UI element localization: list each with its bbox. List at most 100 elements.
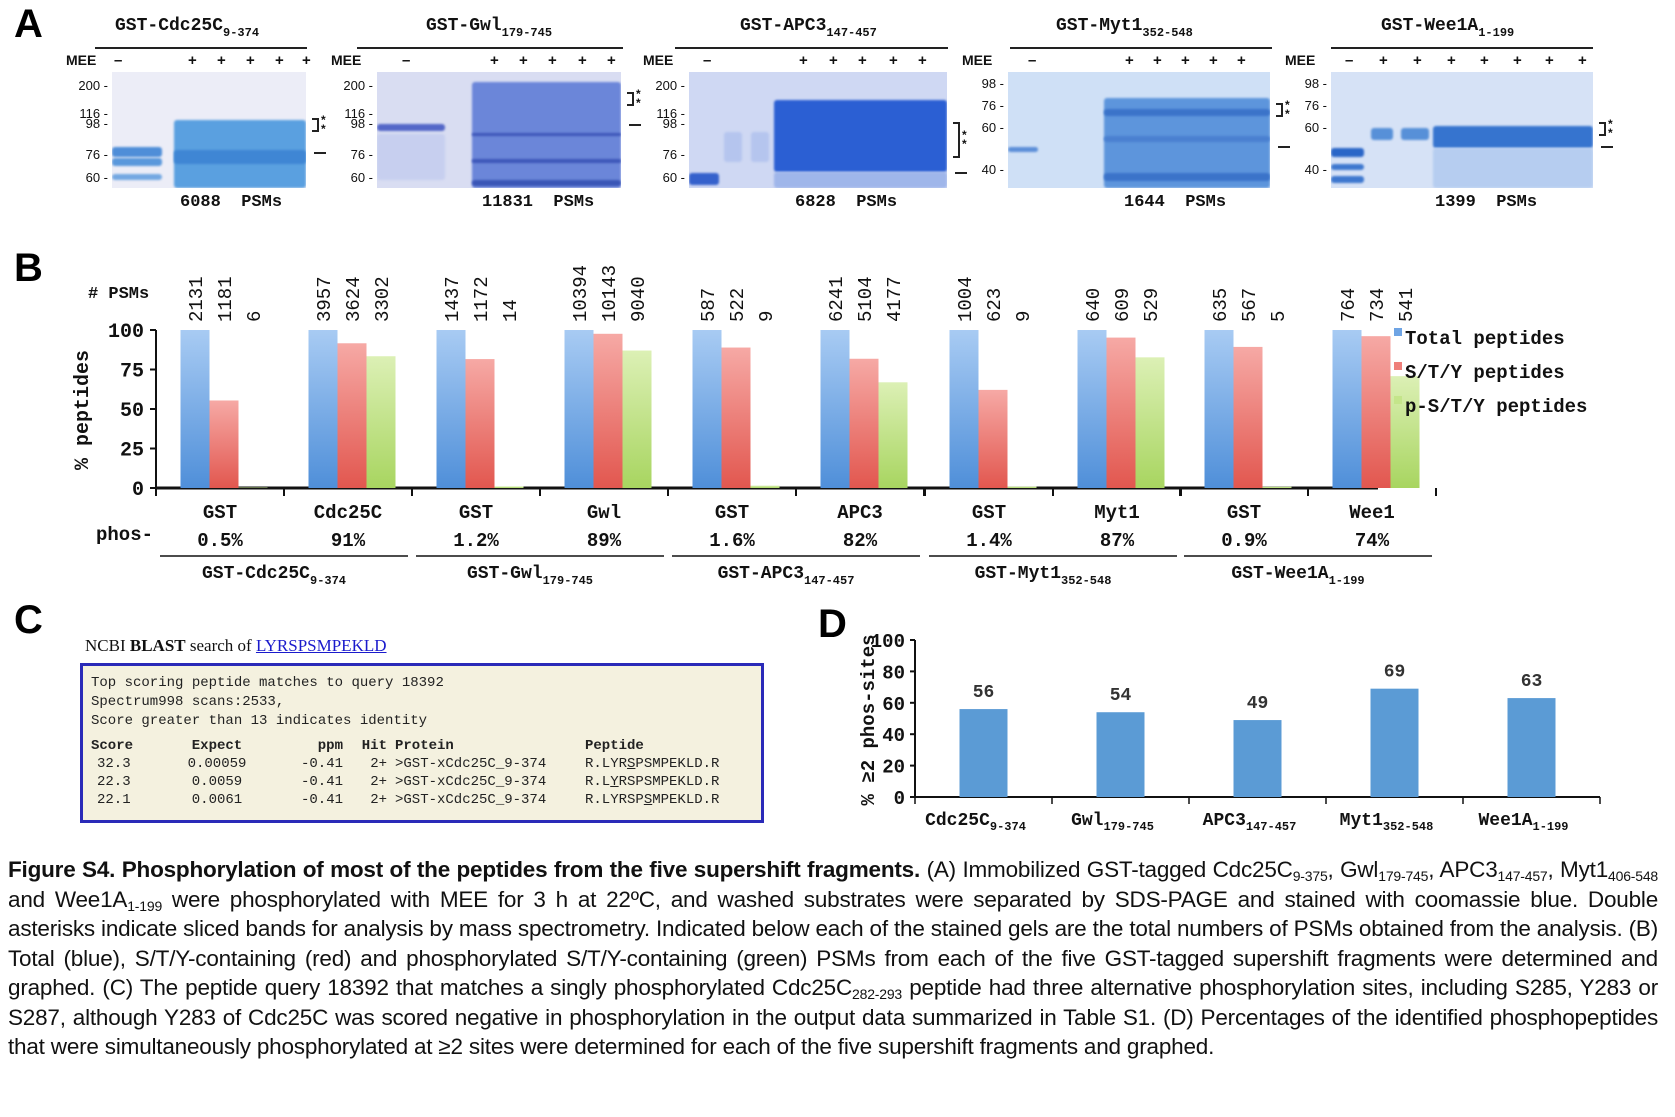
gel-title-range: 179-745 — [501, 26, 553, 40]
mw-marker-label: 40 - — [981, 162, 1004, 177]
panel-c-label: C — [14, 598, 43, 642]
bar-total — [1077, 330, 1107, 488]
lane-plus-mee: + — [246, 52, 255, 69]
gel-title-rule — [1010, 47, 1272, 49]
panel-a-label: A — [14, 2, 43, 46]
gel-band — [1104, 173, 1270, 181]
blast-header-mid: search of — [185, 636, 256, 655]
blast-info-line: Top scoring peptide matches to query 183… — [91, 675, 444, 691]
cell-peptide: R.LYRSPSMPEKLD.R — [585, 773, 727, 791]
y-axis-label: % peptides — [72, 350, 95, 470]
phos-percent-label: 1.2% — [453, 530, 499, 552]
cell-protein[interactable]: >GST-xCdc25C_9-374 — [395, 756, 547, 772]
blast-query-link[interactable]: LYRSPSMPEKLD — [255, 636, 387, 655]
cell-protein[interactable]: >GST-xCdc25C_9-374 — [395, 792, 547, 808]
caption-sub: 282-293 — [852, 986, 903, 1002]
sliced-band-bracket — [627, 92, 634, 106]
sliced-band-bracket — [953, 122, 960, 158]
phos-percent-label: 1.4% — [966, 530, 1012, 552]
caption-text: , APC3 — [1428, 857, 1498, 882]
psm-count-label: 522 — [727, 288, 749, 322]
col-ppm: ppm — [317, 738, 343, 754]
bar-value-label: 54 — [1110, 686, 1132, 706]
blast-results-box: Top scoring peptide matches to query 183… — [80, 663, 764, 823]
gel-psm-count: 1644 PSMs — [1124, 193, 1227, 212]
caption-sub: 1-199 — [127, 897, 163, 914]
mee-label: MEE — [962, 52, 993, 68]
gst-band-dash — [314, 152, 326, 154]
lane-plus-mee: + — [1209, 52, 1218, 69]
gel-band — [1104, 109, 1270, 116]
bar — [1370, 688, 1419, 797]
gel-band — [377, 134, 445, 180]
sliced-band-bracket — [1276, 103, 1283, 117]
mw-marker-label: 60 - — [981, 120, 1004, 135]
col-protein: Protein — [395, 738, 454, 754]
mw-marker-label: 76 - — [662, 147, 685, 162]
col-hit: Hit — [361, 738, 387, 754]
gel-band — [1433, 148, 1593, 188]
lane-plus-mee: + — [275, 52, 284, 69]
bar-psty — [750, 485, 780, 488]
figure-caption: Figure S4. Phosphorylation of most of th… — [8, 855, 1658, 1062]
panel-b-label: B — [14, 246, 43, 290]
gel-band — [774, 172, 947, 188]
lane-plus-mee: + — [1513, 52, 1522, 69]
lane-plus-mee: + — [1578, 52, 1587, 69]
bar-value-label: 56 — [973, 683, 995, 703]
bar — [1096, 712, 1145, 797]
gel-band — [1331, 148, 1364, 157]
bar-value-label: 49 — [1247, 694, 1269, 714]
bar-group: 587 522 9 GST 1.6% 6241 5104 4177 APC3 82% GST-APC… — [667, 276, 925, 588]
peptide-seq: PSMPEKLD.R — [635, 756, 720, 772]
col-peptide: Peptide — [585, 738, 644, 754]
mw-marker-label: 98 - — [1304, 76, 1327, 91]
psm-count-label: 587 — [698, 288, 720, 322]
x-category-label: GST — [715, 502, 749, 524]
phos-percent-label: 0.9% — [1221, 530, 1267, 552]
lane-plus-mee: + — [302, 52, 311, 69]
blast-header: NCBI BLAST search of LYRSPSMPEKLD — [85, 636, 387, 656]
x-category-label: Wee1A1-199 — [1478, 811, 1568, 834]
gel-image — [1008, 72, 1270, 188]
legend-swatch — [1394, 328, 1402, 336]
group-label: GST-APC3147-457 — [718, 564, 855, 588]
bar-group: 1437 1172 14 GST 1.2% 10394 10143 9040 Gwl 89% GST… — [411, 265, 669, 588]
bar-total — [564, 330, 594, 488]
gel-psm-count: 1399 PSMs — [1435, 193, 1538, 212]
gel-band — [1331, 164, 1364, 170]
lane-plus-mee: + — [519, 52, 528, 69]
bar-psty — [1135, 357, 1165, 488]
gel-image — [689, 72, 947, 188]
legend-swatch — [1394, 396, 1402, 404]
gel-title-name: GST-Myt1 — [1056, 16, 1143, 36]
gst-band-dash — [629, 124, 641, 126]
y-tick-label: 75 — [120, 361, 144, 384]
cell-ppm: -0.41 — [300, 792, 343, 808]
legend: Total peptides S/T/Y peptides p-S/T/Y pept… — [1394, 328, 1587, 418]
cell-protein[interactable]: >GST-xCdc25C_9-374 — [395, 774, 547, 790]
lane-plus-mee: + — [607, 52, 616, 69]
blast-header-prefix: NCBI — [85, 636, 130, 655]
lane-plus-mee: + — [1447, 52, 1456, 69]
bar-group: 1004 623 9 GST 1.4% 640 609 529 Myt1 87% GST-Myt13… — [924, 276, 1182, 588]
psm-count-label: 5 — [1268, 311, 1290, 322]
lane-plus-mee: + — [1181, 52, 1190, 69]
mw-marker-label: 116 - — [79, 106, 108, 121]
bar-total — [692, 330, 722, 488]
mw-marker-label: 200 - — [78, 78, 108, 93]
gel-title-name: GST-APC3 — [740, 16, 827, 36]
lane-plus-mee: + — [799, 52, 808, 69]
bar — [1507, 698, 1556, 797]
psm-count-label: 734 — [1367, 288, 1389, 322]
gel-title: GST-APC3147-457 — [740, 16, 877, 40]
bar-psty — [366, 356, 396, 488]
phospho-site: Y — [610, 774, 619, 790]
group-label: GST-Cdc25C9-374 — [202, 564, 346, 588]
phos-percent-label: 74% — [1355, 530, 1390, 552]
bar-value-label: 69 — [1384, 663, 1406, 683]
mw-marker-label: 200 - — [655, 78, 685, 93]
gel-band — [112, 147, 162, 157]
y-tick-label: 0 — [894, 788, 905, 810]
bar-psty — [878, 382, 908, 488]
